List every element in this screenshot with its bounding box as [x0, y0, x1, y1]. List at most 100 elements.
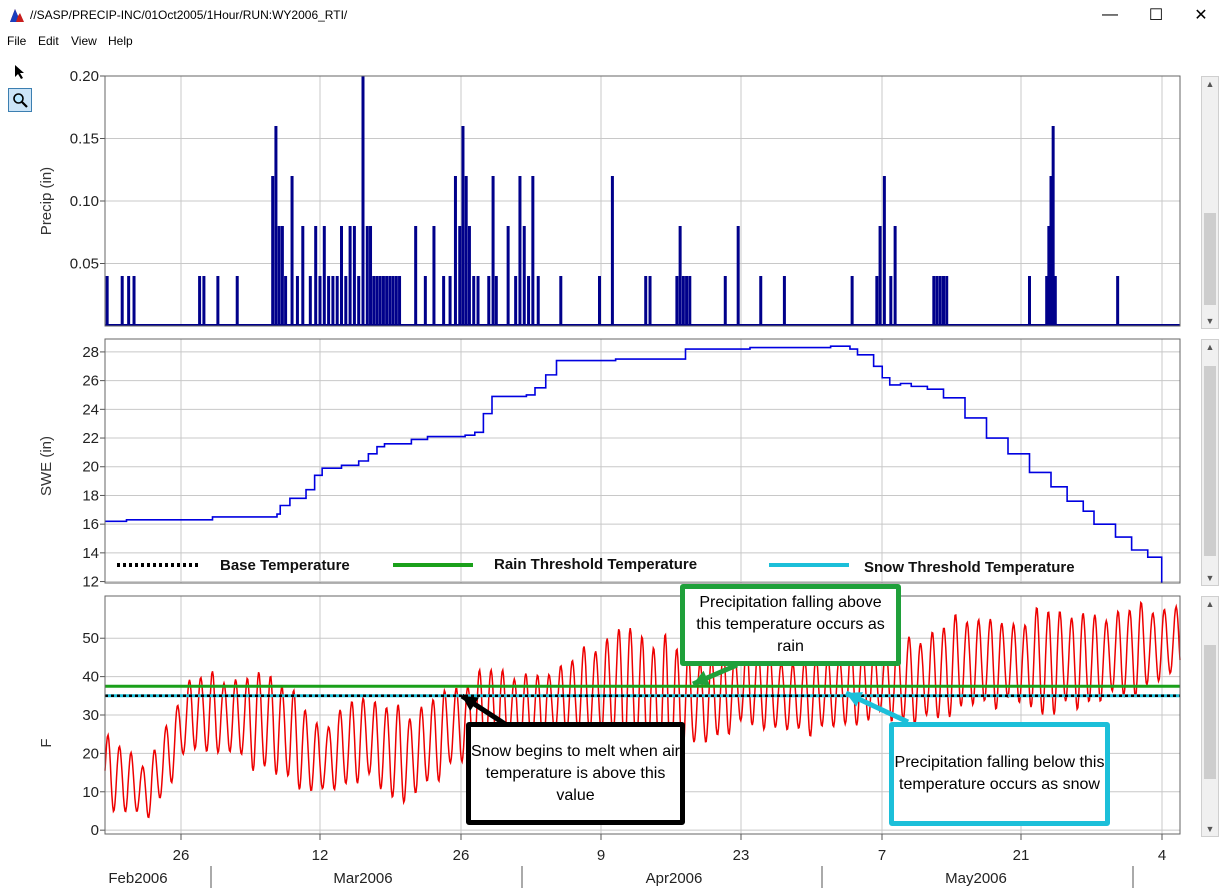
maximize-button[interactable]: ☐ [1133, 0, 1179, 30]
month-label: Apr2006 [646, 870, 703, 887]
legend: Base Temperature Rain Threshold Temperatu… [117, 556, 1075, 576]
precip-bar [423, 276, 427, 326]
precip-bar [301, 226, 305, 326]
precip-bar [198, 276, 202, 326]
precip-bar [678, 226, 682, 326]
precip-bar [335, 276, 339, 326]
scroll-thumb[interactable] [1204, 213, 1216, 305]
precip-bar [878, 226, 882, 326]
y-tick-label: 0.10 [70, 193, 99, 210]
y-tick-label: 10 [82, 784, 99, 801]
precip-bar [476, 276, 480, 326]
menu-help[interactable]: Help [108, 34, 133, 48]
precip-bar [1051, 126, 1055, 326]
minimize-button[interactable]: — [1087, 0, 1133, 30]
precip-bar [945, 276, 949, 326]
scroll-down-icon[interactable]: ▼ [1205, 824, 1215, 834]
plot-border [104, 338, 1181, 584]
y-tick-label: 0 [91, 822, 99, 839]
precip-bar [202, 276, 206, 326]
precip-bar [688, 276, 692, 326]
precip-bar [675, 276, 679, 326]
precip-bar [875, 276, 879, 326]
x-tick-label: 7 [878, 847, 886, 864]
precip-bar [522, 226, 526, 326]
precip-bar [290, 176, 294, 326]
pointer-tool-button[interactable] [8, 60, 32, 84]
y-axis-label: SWE (in) [38, 436, 55, 496]
precip-bar [644, 276, 648, 326]
precip-bar [365, 226, 369, 326]
menu-file[interactable]: File [7, 34, 27, 48]
precip-bar [357, 276, 361, 326]
title-bar: //SASP/PRECIP-INC/01Oct2005/1Hour/RUN:WY… [0, 0, 1224, 30]
precip-bar [295, 276, 299, 326]
scroll-up-icon[interactable]: ▲ [1205, 599, 1215, 609]
maximize-icon: ☐ [1148, 7, 1164, 24]
swe-scrollbar[interactable]: ▲ ▼ [1201, 339, 1219, 586]
precip-bar [464, 176, 468, 326]
temperature-line [104, 600, 1181, 819]
precip-bar [398, 276, 402, 326]
x-tick-label: 26 [173, 847, 190, 864]
melt-callout-arrow [460, 693, 507, 727]
precip-bar [391, 276, 395, 326]
tool-strip [4, 58, 34, 890]
scroll-down-icon[interactable]: ▼ [1205, 316, 1215, 326]
precip-bar [375, 276, 379, 326]
precip-bar [1047, 226, 1051, 326]
precip-bar [935, 276, 939, 326]
zoom-tool-button[interactable] [8, 88, 32, 112]
precip-bar [378, 276, 382, 326]
precip-bar [308, 276, 312, 326]
precip-bar [105, 276, 109, 326]
plot-background [105, 339, 1180, 583]
precip-bar [127, 276, 131, 326]
melt-callout: Snow begins to melt when air temperature… [466, 722, 685, 825]
scroll-up-icon[interactable]: ▲ [1205, 79, 1215, 89]
y-tick-label: 12 [82, 574, 99, 591]
legend-label: Snow Threshold Temperature [864, 559, 1075, 576]
precip-bar [344, 276, 348, 326]
y-tick-label: 20 [82, 745, 99, 762]
precip-bar [331, 276, 335, 326]
snow-threshold-callout: Precipitation falling below this tempera… [889, 722, 1110, 826]
menu-view[interactable]: View [71, 34, 97, 48]
legend-label: Base Temperature [220, 557, 350, 574]
scroll-thumb[interactable] [1204, 366, 1216, 556]
precip-bar [322, 226, 326, 326]
temperature-scrollbar[interactable]: ▲ ▼ [1201, 596, 1219, 837]
y-tick-label: 26 [82, 373, 99, 390]
precip-bar [782, 276, 786, 326]
scroll-down-icon[interactable]: ▼ [1205, 573, 1215, 583]
precip-bar [1116, 276, 1120, 326]
time-axis-background [0, 835, 1224, 890]
x-tick-label: 4 [1158, 847, 1166, 864]
rain-callout-arrow [692, 662, 738, 687]
time-axis: 26 12 26 9 23 7 21 4 Feb2006 Mar2006 Apr2006 May200… [0, 834, 1224, 890]
scroll-up-icon[interactable]: ▲ [1205, 342, 1215, 352]
precip-bar [1028, 276, 1031, 326]
precip-bar [610, 176, 614, 326]
precip-bar [318, 276, 322, 326]
precip-scrollbar[interactable]: ▲ ▼ [1201, 76, 1219, 329]
precip-bar [932, 276, 936, 326]
precip-bar [850, 276, 854, 326]
close-button[interactable]: ✕ [1178, 0, 1224, 30]
precip-bar [536, 276, 540, 326]
menu-edit[interactable]: Edit [38, 34, 59, 48]
precip-bar [559, 276, 563, 326]
precip-bar [414, 226, 418, 326]
y-tick-label: 14 [82, 545, 99, 562]
arrow-head [693, 670, 710, 686]
y-axis-label: Precip (in) [38, 167, 55, 235]
precip-bar [487, 276, 491, 326]
month-label: May2006 [945, 870, 1007, 887]
precip-bar [352, 226, 356, 326]
x-tick-label: 12 [312, 847, 329, 864]
scroll-thumb[interactable] [1204, 645, 1216, 779]
y-tick-label: 0.05 [70, 256, 99, 273]
precip-bar [736, 226, 740, 326]
precip-bar [348, 226, 352, 326]
y-tick-label: 28 [82, 344, 99, 361]
